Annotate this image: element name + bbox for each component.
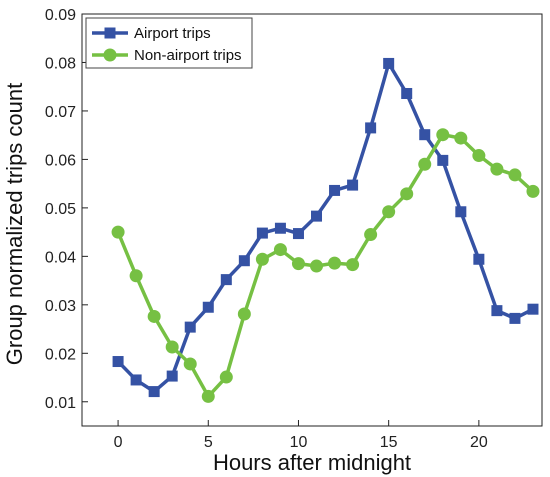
data-point <box>454 131 468 145</box>
data-point <box>219 370 233 384</box>
data-point <box>166 370 178 382</box>
data-point <box>400 187 414 201</box>
data-point <box>437 154 449 166</box>
data-point <box>237 307 251 321</box>
data-point <box>311 210 323 222</box>
legend-box <box>85 17 253 69</box>
x-tick-label: 15 <box>380 434 398 451</box>
data-point <box>526 184 540 198</box>
data-point <box>490 162 504 176</box>
data-point <box>165 340 179 354</box>
data-point <box>364 228 378 242</box>
data-point <box>291 257 305 271</box>
data-point <box>346 258 360 272</box>
y-tick-label: 0.01 <box>45 395 76 412</box>
legend-label: Non-airport trips <box>134 47 242 64</box>
data-point <box>273 243 287 257</box>
data-point <box>148 386 160 398</box>
data-point <box>455 206 467 218</box>
x-tick-label: 20 <box>470 434 488 451</box>
data-point <box>436 128 450 142</box>
y-tick-label: 0.08 <box>45 55 76 72</box>
data-point <box>310 259 324 273</box>
data-point <box>220 274 232 286</box>
data-point <box>491 305 503 317</box>
data-point <box>418 157 432 171</box>
data-point <box>129 269 143 283</box>
legend-marker <box>104 27 116 39</box>
axes-frame <box>81 13 543 427</box>
data-point <box>509 312 521 324</box>
y-tick-label: 0.02 <box>45 346 76 363</box>
x-tick-label: 5 <box>204 434 213 451</box>
legend: Airport trips Non-airport trips <box>85 17 253 69</box>
data-point <box>255 252 269 266</box>
y-tick-label: 0.09 <box>45 7 76 24</box>
series-line-1 <box>116 61 534 394</box>
data-point <box>508 168 522 182</box>
y-tick-label: 0.04 <box>45 249 76 266</box>
plot-area: 0 5 10 15 20 0.01 0.02 0.03 0.04 0.05 0.06 0.07 0.08… <box>45 7 543 451</box>
data-point <box>183 357 197 371</box>
data-point <box>274 222 286 234</box>
legend-marker <box>103 48 117 62</box>
y-tick-label: 0.05 <box>45 201 76 218</box>
data-point <box>473 253 485 265</box>
data-point <box>328 256 342 270</box>
x-axis-label: Hours after midnight <box>213 450 411 475</box>
data-point <box>256 227 268 239</box>
y-tick-label: 0.03 <box>45 298 76 315</box>
data-point <box>147 309 161 323</box>
data-point <box>292 228 304 240</box>
data-point <box>472 149 486 163</box>
legend-label: Airport trips <box>134 25 211 42</box>
data-point <box>130 374 142 386</box>
y-tick-label: 0.06 <box>45 152 76 169</box>
data-point <box>111 225 125 239</box>
data-point <box>527 303 539 315</box>
data-point <box>347 179 359 191</box>
y-tick-label: 0.07 <box>45 104 76 121</box>
data-point <box>329 184 341 196</box>
data-point <box>401 87 413 99</box>
x-tick-label: 0 <box>114 434 123 451</box>
data-point <box>201 389 215 403</box>
x-tick-label: 10 <box>290 434 308 451</box>
data-point <box>383 57 395 69</box>
data-point <box>382 205 396 219</box>
data-point <box>202 301 214 313</box>
data-point <box>365 122 377 134</box>
y-axis-label: Group normalized trips count <box>2 83 27 365</box>
data-point <box>184 321 196 333</box>
data-point <box>238 255 250 267</box>
data-point <box>112 356 124 368</box>
data-point <box>419 129 431 141</box>
